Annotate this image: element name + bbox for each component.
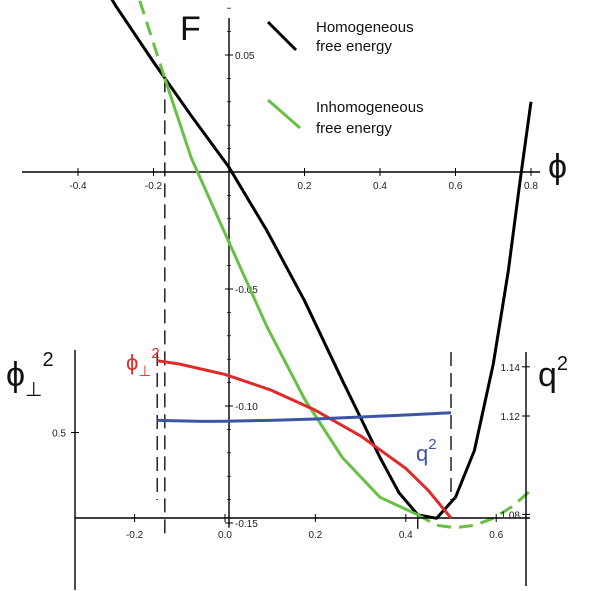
bottom-x-tick-label: -0.2 [126, 530, 144, 541]
legend: Homogeneous free energy Inhomogeneous fr… [266, 19, 424, 137]
bottom-x-tick-label: 0.4 [399, 530, 413, 541]
top-x-axis-label: ϕ [548, 148, 567, 186]
legend-label-homogeneous-line1: Homogeneous [316, 19, 414, 36]
bottom-x-tick-label: 0.6 [489, 530, 503, 541]
top-y-tick-label: -0.10 [235, 402, 258, 413]
q2-curve-label: q2 [416, 436, 437, 466]
legend-label-inhomogeneous-line2: free energy [316, 120, 392, 137]
top-series-2-line [163, 77, 419, 517]
bottom-left-y-tick-label: 0.5 [52, 429, 66, 440]
legend-swatch-homogeneous [266, 20, 298, 52]
top-y-axis-label: F [180, 10, 201, 48]
top-x-tick-label: 0.4 [373, 181, 387, 192]
top-series-0-line [110, 0, 533, 520]
bottom-left-y-ticks: 0.5 [52, 429, 79, 440]
top-x-tick-label: 0.2 [298, 181, 312, 192]
bottom-left-y-axis-label: ϕ⊥2 [6, 349, 54, 401]
phi-perp-curve-label: ϕ⊥2 [126, 345, 160, 380]
bottom-right-y-tick-label: 1.12 [501, 412, 521, 423]
bottom-right-y-tick-label: 1.08 [501, 510, 521, 521]
top-x-tick-label: 0.6 [449, 181, 463, 192]
top-x-tick-label: -0.2 [145, 181, 163, 192]
bottom-x-tick-label: 0.2 [308, 530, 322, 541]
top-y-tick-label: 0.05 [235, 51, 255, 62]
legend-label-homogeneous-line2: free energy [316, 38, 392, 55]
top-x-ticks: -0.4 -0.2 0.2 0.4 0.6 0.8 [69, 168, 538, 192]
bottom-series-1-line [157, 411, 452, 423]
top-x-tick-label: 0.8 [524, 181, 538, 192]
top-panel: -0.4-0.20.20.40.60.8 0.100.05-0.05-0.10-… [22, 0, 567, 535]
top-series [110, 0, 533, 530]
top-x-tick-label: -0.4 [69, 181, 87, 192]
top-series-1-line [137, 0, 167, 79]
bottom-series-0-line [156, 359, 453, 519]
bottom-series [156, 359, 453, 519]
bottom-right-y-axis-label: q2 [538, 353, 568, 394]
bottom-panel: -0.2 0.0 0.2 0.4 0.6 0.5 1.14 1.12 1.08 ϕ⊥2 q2… [6, 345, 568, 590]
bottom-right-y-tick-label: 1.14 [501, 363, 521, 374]
top-series-3-line [417, 489, 532, 530]
bottom-x-ticks: -0.2 0.0 0.2 0.4 0.6 [126, 514, 504, 541]
bottom-right-y-ticks: 1.14 1.12 1.08 [501, 363, 530, 521]
legend-swatch-inhomogeneous [267, 98, 301, 130]
top-y-ticks: 0.100.05-0.05-0.10-0.15 [225, 7, 258, 530]
legend-label-inhomogeneous-line1: Inhomogeneous [316, 99, 424, 116]
bottom-guides [156, 352, 452, 500]
top-guides [164, 78, 419, 535]
top-y-tick-label: -0.05 [235, 285, 258, 296]
bottom-x-tick-label: 0.0 [218, 530, 232, 541]
top-y-tick-label: -0.15 [235, 519, 258, 530]
